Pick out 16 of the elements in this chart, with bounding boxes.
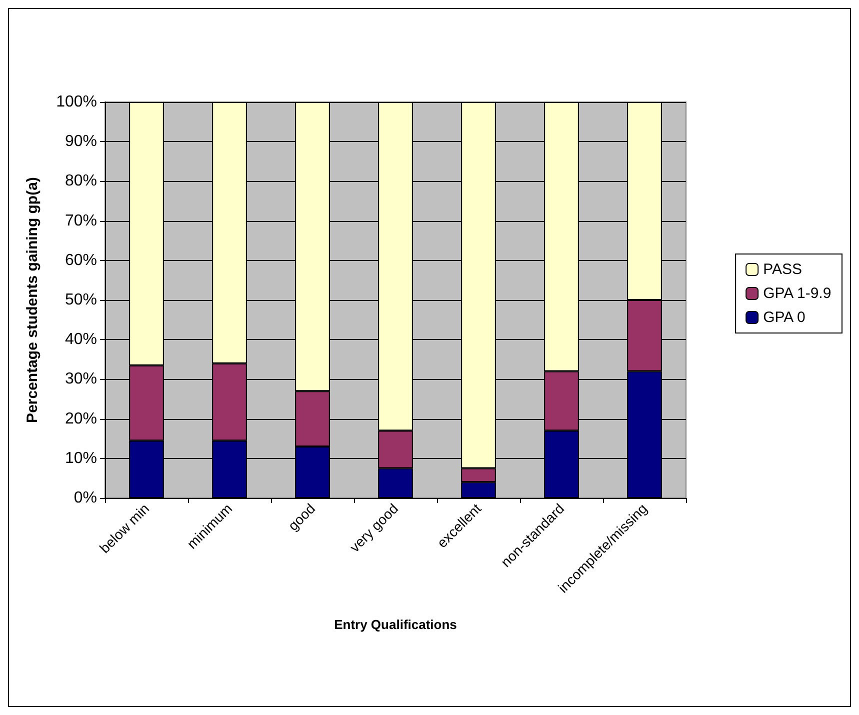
x-axis-title: Entry Qualifications bbox=[334, 617, 457, 632]
y-tick-label: 90% bbox=[64, 133, 97, 150]
y-tick-label: 80% bbox=[64, 172, 97, 190]
y-tick-label: 100% bbox=[56, 94, 97, 110]
legend-label: GPA 0 bbox=[763, 309, 806, 326]
legend-label: GPA 1-9.9 bbox=[763, 285, 832, 302]
y-tick-label: 20% bbox=[64, 410, 97, 428]
y-tick-label: 60% bbox=[64, 252, 97, 269]
y-tick-label: 10% bbox=[64, 450, 97, 467]
y-tick-label: 0% bbox=[74, 490, 97, 506]
y-tick-label: 50% bbox=[64, 292, 97, 308]
y-tick-label: 70% bbox=[64, 212, 97, 230]
y-axis-title: Percentage students gaining gp(a) bbox=[24, 177, 41, 423]
y-tick-label: 30% bbox=[64, 370, 97, 388]
y-tick-label: 40% bbox=[64, 331, 97, 348]
legend-label: PASS bbox=[763, 261, 802, 278]
